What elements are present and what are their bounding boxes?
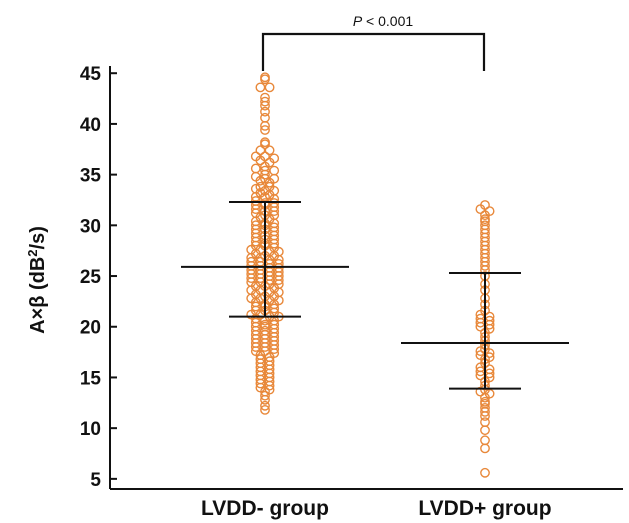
data-point	[260, 151, 270, 162]
y-tick-label: 10	[80, 419, 101, 440]
significance-bracket-line	[261, 32, 486, 71]
data-point	[260, 96, 270, 107]
data-point	[480, 220, 490, 231]
y-tick-label: 25	[80, 267, 102, 288]
y-axis-title-superscript: 2	[25, 249, 40, 256]
data-point	[250, 183, 261, 194]
data-point	[480, 435, 490, 446]
data-point	[264, 356, 275, 367]
y-tick-label: 5	[90, 470, 101, 491]
data-point	[269, 153, 280, 164]
data-point	[255, 82, 266, 93]
data-point	[255, 145, 266, 156]
data-point	[480, 425, 490, 436]
y-tick-label: 30	[80, 216, 101, 237]
mean-sd-bars	[181, 201, 569, 390]
significance-p-symbol: P	[353, 13, 363, 29]
y-axis-ticks: 5 10 15 20 25 30 35 40 45	[80, 64, 117, 491]
significance-label: P < 0.001	[353, 13, 414, 29]
data-point	[480, 443, 490, 454]
data-point	[480, 200, 490, 210]
data-point	[250, 151, 261, 162]
data-point	[480, 402, 490, 413]
x-axis-categories: LVDD- group LVDD+ group	[201, 497, 552, 520]
data-point	[250, 220, 261, 231]
data-point	[260, 72, 270, 83]
significance-bracket: P < 0.001	[261, 13, 486, 71]
data-point	[480, 417, 490, 427]
data-point	[264, 82, 275, 93]
y-axis-title-prefix: A×β (dB	[27, 257, 49, 334]
y-tick-label: 40	[80, 115, 101, 136]
data-point	[480, 467, 490, 478]
x-tick-label: LVDD- group	[201, 497, 329, 520]
data-point	[269, 303, 280, 314]
data-point	[273, 258, 284, 269]
data-point	[260, 165, 270, 176]
data-point	[260, 325, 270, 336]
y-tick-label: 20	[80, 318, 101, 339]
data-point	[260, 319, 270, 330]
data-point	[260, 390, 270, 401]
data-point	[255, 181, 266, 192]
data-point	[260, 125, 270, 135]
data-point	[269, 222, 280, 233]
y-tick-label: 15	[80, 368, 102, 389]
data-point	[250, 196, 261, 206]
y-axis-title-suffix: /s)	[27, 226, 49, 249]
data-point	[260, 92, 270, 103]
significance-value: < 0.001	[362, 13, 413, 29]
data-point	[484, 206, 495, 217]
data-point	[269, 165, 280, 176]
data-point	[250, 301, 261, 312]
data-point	[255, 354, 266, 365]
x-tick-label: LVDD+ group	[418, 497, 551, 520]
data-point	[260, 112, 270, 123]
data-point	[480, 214, 490, 225]
y-axis-title: A×β (dB2/s)	[25, 226, 50, 334]
data-point	[260, 106, 270, 117]
y-tick-label: 45	[80, 64, 102, 85]
data-point	[475, 386, 486, 397]
data-point	[260, 404, 270, 415]
data-point	[260, 137, 270, 148]
data-point	[260, 400, 270, 411]
data-point	[250, 163, 261, 174]
y-tick-label: 35	[80, 166, 102, 187]
data-point	[269, 319, 280, 330]
data-point	[264, 181, 275, 192]
data-point	[264, 145, 275, 156]
data-point	[250, 317, 261, 328]
data-point	[480, 396, 490, 407]
data-points	[246, 72, 495, 478]
